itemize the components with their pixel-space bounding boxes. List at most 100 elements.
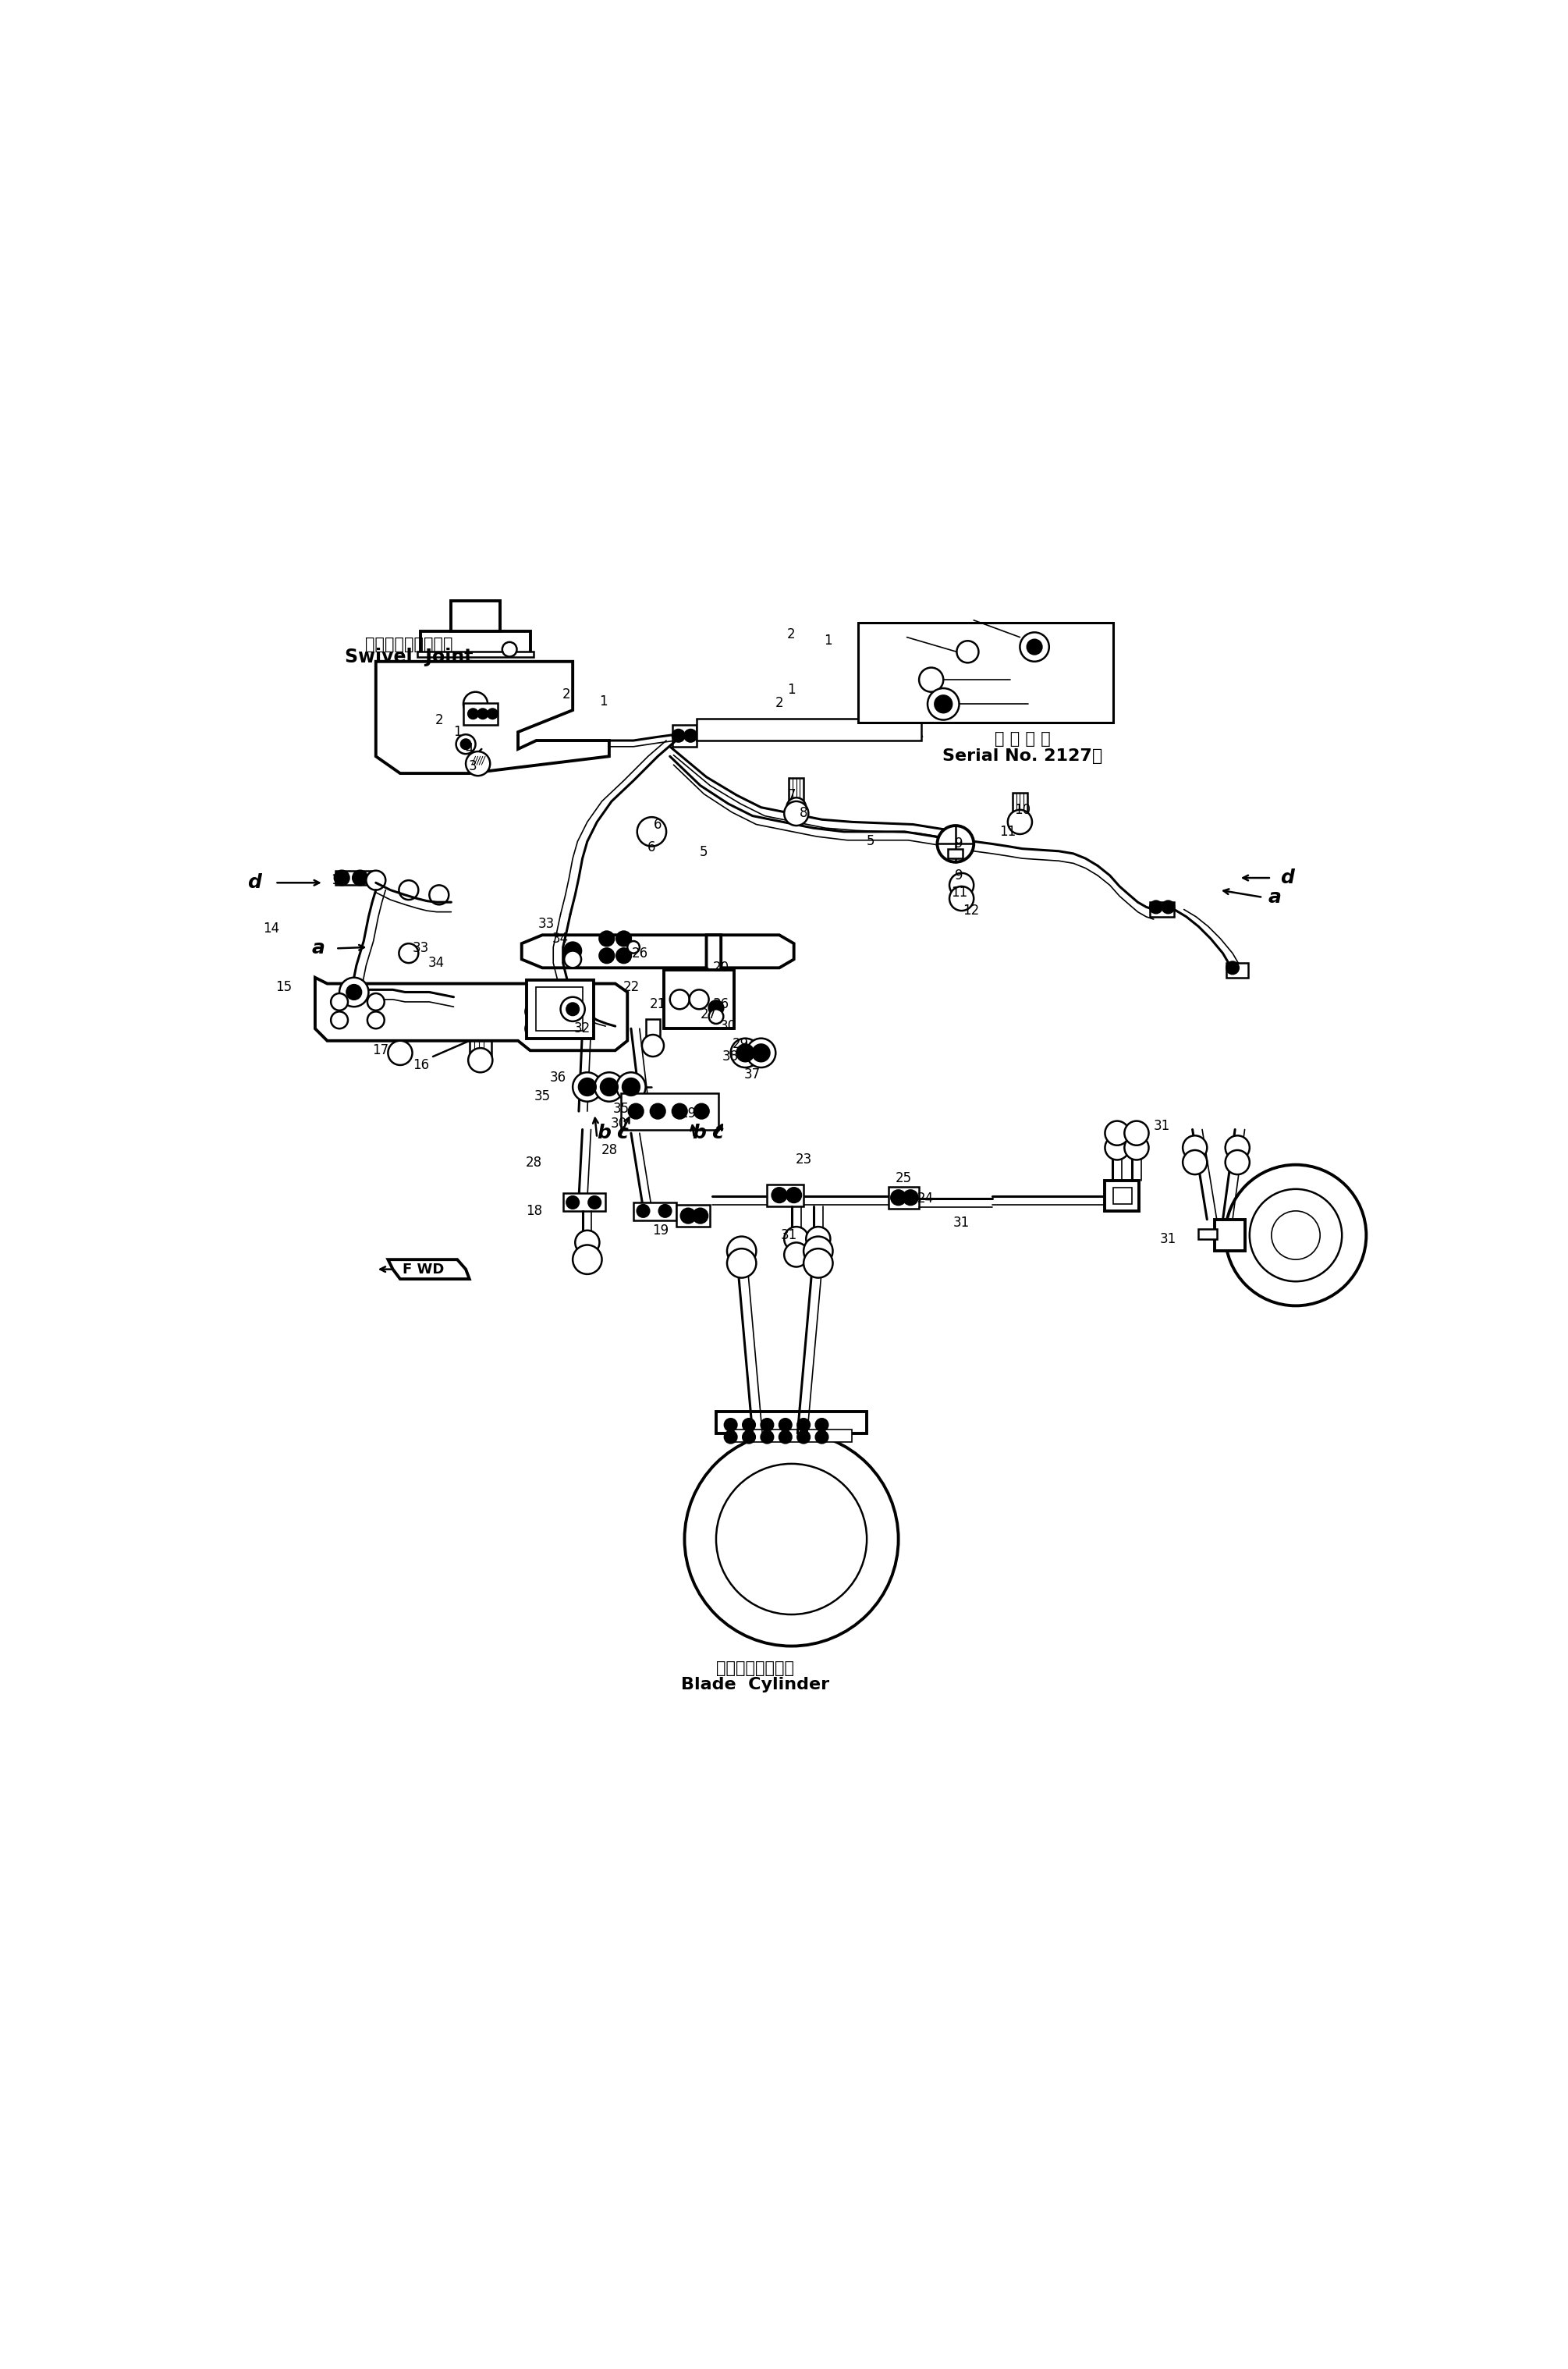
Bar (1113, 1187, 1132, 1203)
Circle shape (641, 1035, 663, 1057)
Text: 3: 3 (469, 758, 477, 772)
Text: 16: 16 (412, 1059, 430, 1073)
Text: 18: 18 (525, 1203, 543, 1218)
Text: 31: 31 (781, 1227, 797, 1241)
Circle shape (637, 1206, 649, 1218)
Circle shape (1182, 1151, 1207, 1175)
Text: 38: 38 (723, 1049, 739, 1064)
Circle shape (1027, 640, 1041, 654)
Circle shape (784, 1241, 809, 1267)
Circle shape (724, 1419, 737, 1431)
Circle shape (616, 1073, 646, 1102)
Circle shape (331, 1012, 348, 1028)
Bar (673, 725, 696, 746)
Circle shape (673, 1104, 687, 1118)
Circle shape (637, 817, 666, 846)
Bar (469, 1040, 491, 1059)
Text: 31: 31 (1154, 1118, 1170, 1132)
Text: 25: 25 (895, 1170, 911, 1184)
Text: 6: 6 (648, 841, 655, 855)
Circle shape (659, 1206, 671, 1218)
Text: 28: 28 (525, 1156, 543, 1170)
Circle shape (787, 1187, 801, 1203)
Circle shape (1226, 962, 1239, 974)
Polygon shape (452, 602, 500, 630)
Text: 31: 31 (953, 1215, 971, 1230)
Text: 14: 14 (263, 922, 279, 936)
Circle shape (956, 642, 978, 663)
Circle shape (1008, 810, 1032, 834)
Circle shape (709, 1009, 723, 1023)
Circle shape (743, 1419, 756, 1431)
Circle shape (731, 1038, 760, 1068)
Circle shape (724, 1431, 737, 1443)
Circle shape (928, 689, 960, 720)
Circle shape (670, 990, 690, 1009)
Bar (1226, 962, 1248, 978)
Text: d: d (248, 874, 260, 893)
Text: 36: 36 (550, 1071, 566, 1085)
Text: 15: 15 (276, 981, 292, 995)
Circle shape (693, 1208, 707, 1222)
Text: 2: 2 (787, 628, 795, 642)
Text: b: b (597, 1123, 612, 1142)
Circle shape (651, 1104, 665, 1118)
Circle shape (1105, 1135, 1129, 1161)
Circle shape (743, 1431, 756, 1443)
Circle shape (599, 948, 615, 962)
Text: 1: 1 (453, 725, 461, 739)
Circle shape (347, 986, 361, 1000)
Circle shape (784, 1227, 809, 1251)
Circle shape (779, 1419, 792, 1431)
Text: 13: 13 (331, 874, 348, 888)
Circle shape (690, 990, 709, 1009)
Circle shape (331, 993, 348, 1009)
Text: 11: 11 (950, 886, 967, 900)
Polygon shape (387, 1260, 469, 1279)
Circle shape (456, 734, 475, 753)
Circle shape (815, 1419, 828, 1431)
Circle shape (804, 1248, 833, 1277)
Bar (633, 1203, 676, 1220)
Text: 33: 33 (412, 940, 430, 955)
Bar (696, 718, 922, 741)
Text: Swivel  Joint: Swivel Joint (345, 647, 474, 666)
Bar (646, 1019, 660, 1042)
Bar (949, 848, 963, 858)
Bar (663, 971, 734, 1028)
Circle shape (806, 1241, 831, 1267)
Text: 12: 12 (963, 903, 980, 917)
Bar (731, 1431, 853, 1443)
Bar (676, 1206, 710, 1227)
Circle shape (1162, 900, 1174, 912)
Circle shape (798, 1431, 809, 1443)
Text: Blade  Cylinder: Blade Cylinder (681, 1677, 829, 1694)
Text: 22: 22 (622, 981, 640, 995)
Text: 17: 17 (373, 1042, 389, 1057)
Circle shape (575, 1230, 599, 1256)
Text: 23: 23 (795, 1154, 812, 1168)
Polygon shape (706, 936, 721, 983)
Text: 35: 35 (535, 1090, 550, 1104)
Circle shape (579, 1078, 596, 1094)
Text: 34: 34 (552, 931, 569, 945)
Circle shape (1124, 1135, 1149, 1161)
Circle shape (1250, 1189, 1342, 1282)
Polygon shape (522, 936, 793, 969)
Circle shape (627, 940, 640, 952)
Polygon shape (315, 978, 627, 1049)
Circle shape (673, 730, 685, 741)
Circle shape (502, 642, 517, 656)
Text: 29: 29 (681, 1106, 696, 1121)
Circle shape (594, 1073, 624, 1102)
Text: 2: 2 (434, 713, 444, 727)
Circle shape (1225, 1135, 1250, 1161)
Text: 34: 34 (428, 957, 445, 969)
Bar (1013, 794, 1027, 822)
Text: 8: 8 (800, 805, 808, 820)
Text: 37: 37 (745, 1068, 760, 1083)
Text: 10: 10 (1014, 803, 1030, 817)
Text: スイベルジョイント: スイベルジョイント (365, 637, 453, 651)
Text: 19: 19 (652, 1222, 668, 1237)
Circle shape (1182, 1135, 1207, 1161)
